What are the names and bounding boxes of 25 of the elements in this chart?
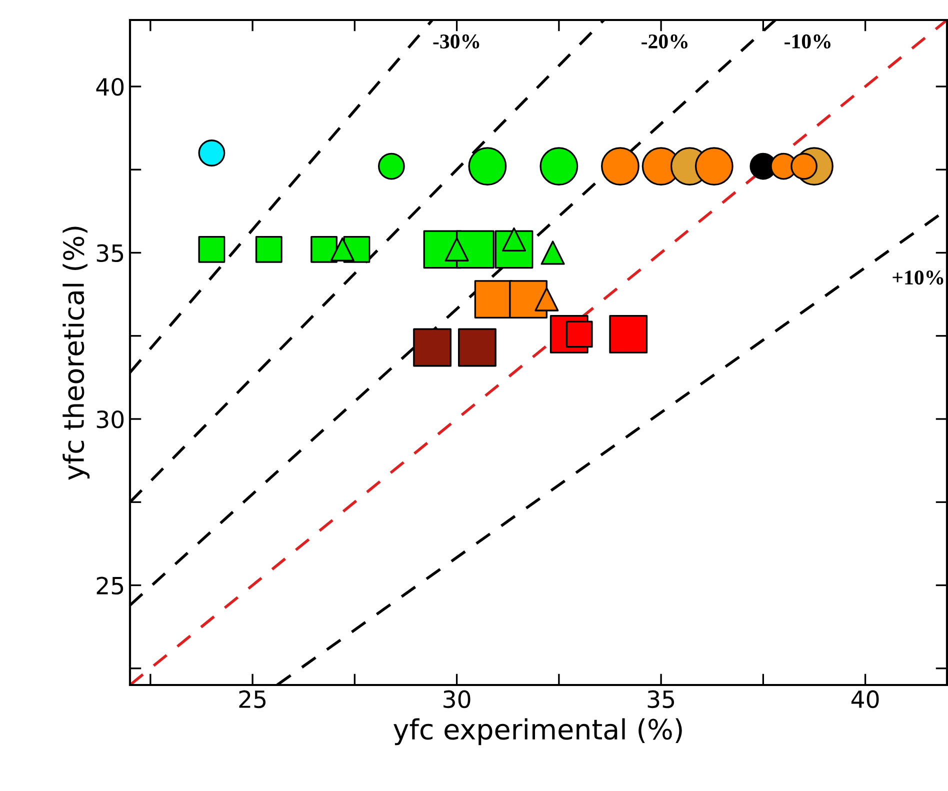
- y-tick-label: 30: [96, 410, 124, 428]
- annotation: -10%: [784, 34, 830, 49]
- y-tick-label: 25: [96, 576, 124, 595]
- x-tick-label: 40: [851, 690, 879, 708]
- x-tick-label: 35: [648, 690, 674, 708]
- x-tick-label: 30: [444, 690, 470, 708]
- y-axis-title: yfc theoretical (%): [62, 226, 90, 480]
- point: [444, 237, 469, 262]
- point: [458, 328, 496, 367]
- annotation: -20%: [642, 34, 688, 49]
- annotation: -30%: [433, 34, 480, 49]
- x-tick-label: 25: [239, 690, 266, 708]
- y-tick-label: 40: [96, 78, 124, 96]
- point: [609, 315, 648, 354]
- y-tick-label: 35: [96, 244, 124, 262]
- point: [694, 147, 734, 186]
- point: [600, 147, 640, 186]
- point: [540, 240, 565, 265]
- point: [330, 237, 354, 262]
- point: [413, 328, 452, 367]
- point: [255, 236, 282, 263]
- point: [198, 236, 226, 263]
- annotation: +10%: [892, 270, 944, 285]
- x-axis-title: yfc experimental (%): [394, 718, 682, 746]
- point: [310, 236, 338, 263]
